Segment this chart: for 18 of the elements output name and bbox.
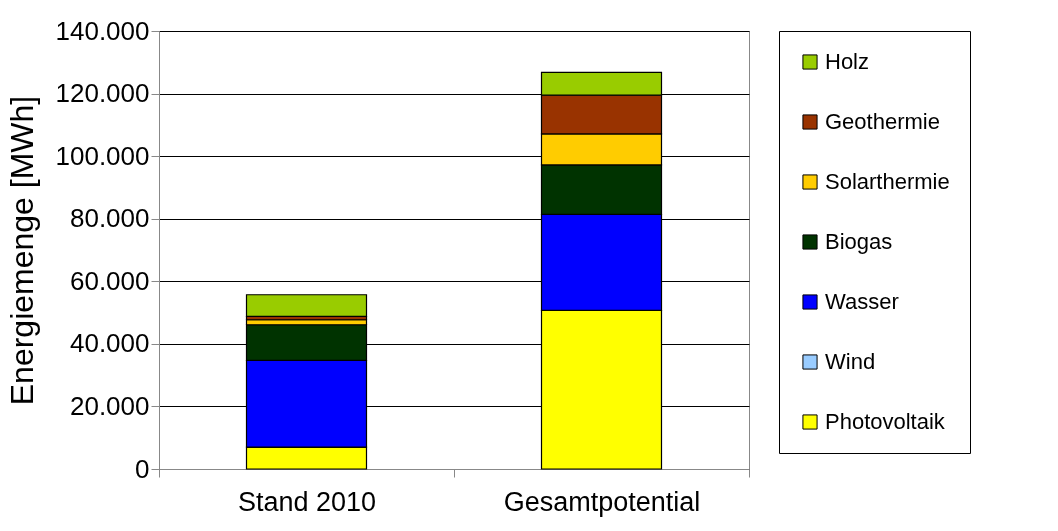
y-tick-label: 100.000 [55,140,150,171]
y-tick-label: 60.000 [69,265,150,296]
legend-label: Holz [825,49,870,74]
y-tick-label: 0 [135,453,150,484]
y-tick-label: 80.000 [69,203,150,234]
legend-label: Geothermie [825,109,940,134]
y-tick-label: 140.000 [55,15,150,46]
legend-label: Biogas [825,229,893,254]
legend-label: Photovoltaik [825,409,946,434]
x-tick-label: Gesamtpotential [503,486,701,517]
y-axis-title: Energiemenge [MWh] [3,95,40,406]
legend-label: Wasser [825,289,899,314]
y-tick-label: 20.000 [69,390,150,421]
x-tick-label: Stand 2010 [237,486,377,517]
legend-label: Wind [825,349,876,374]
y-tick-label: 120.000 [55,78,150,109]
y-tick-label: 40.000 [69,328,150,359]
legend-label: Solarthermie [825,169,950,194]
